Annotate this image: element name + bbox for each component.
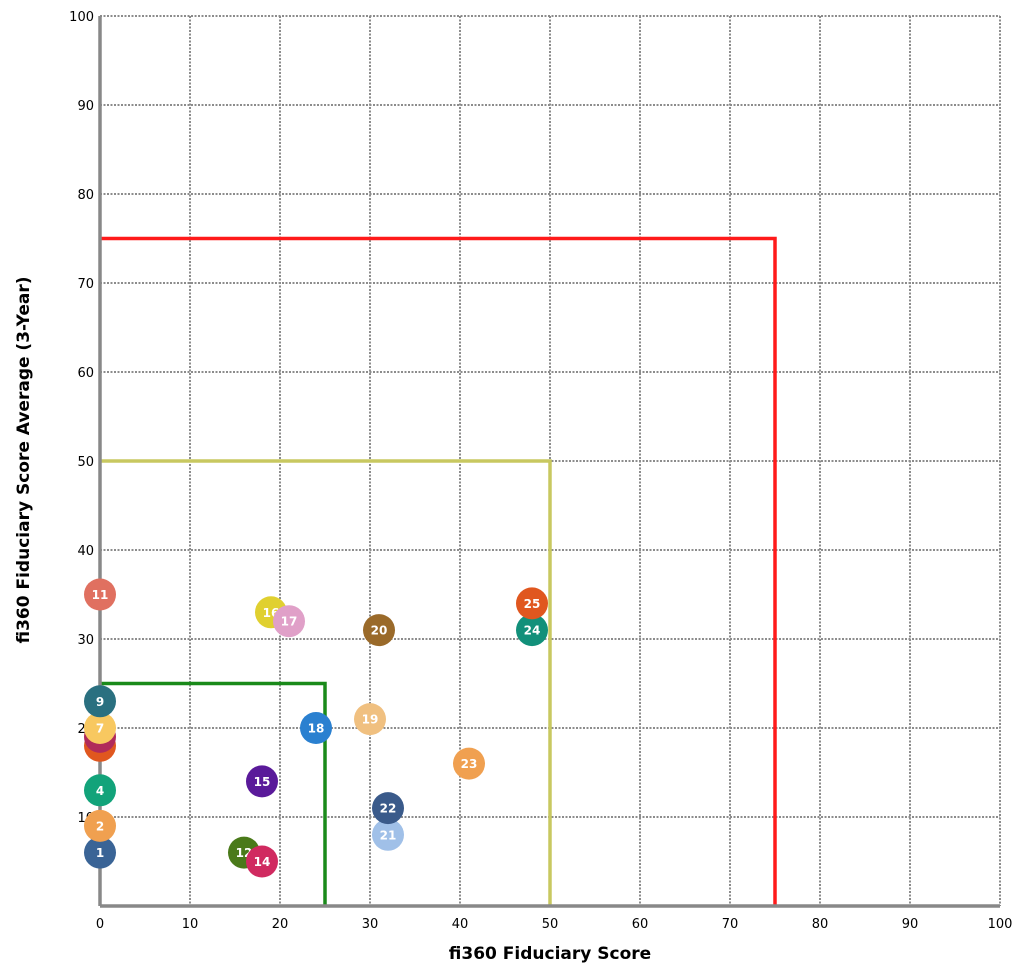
x-axis-title: fi360 Fiduciary Score <box>448 944 652 964</box>
x-tick-label: 70 <box>722 917 739 932</box>
data-point-marker <box>372 818 404 851</box>
x-tick-label: 20 <box>272 917 289 932</box>
data-point-label: 4 <box>96 784 104 798</box>
y-axis-title: fi360 Fiduciary Score Average (3-Year) <box>14 276 34 644</box>
x-tick-label: 80 <box>812 917 829 932</box>
data-point-7[interactable]: 7 <box>84 712 116 744</box>
data-point-label: 20 <box>371 624 388 638</box>
data-point-19[interactable]: 19 <box>354 703 386 736</box>
data-point-11[interactable]: 11 <box>84 578 116 611</box>
data-point-label: 2 <box>96 819 104 833</box>
data-point-label: 11 <box>92 588 109 602</box>
data-point-9[interactable]: 9 <box>84 685 116 718</box>
threshold-box-50 <box>100 459 552 906</box>
data-point-21[interactable]: 21 <box>372 818 404 851</box>
threshold-box-25 <box>100 681 327 906</box>
data-point-label: 17 <box>281 615 298 629</box>
y-tick-label: 50 <box>77 455 94 470</box>
x-tick-label: 90 <box>902 917 919 932</box>
data-point-22[interactable]: 22 <box>372 792 404 825</box>
data-point-marker <box>84 809 116 842</box>
y-tick-label: 30 <box>77 633 94 648</box>
data-point-marker <box>300 712 332 744</box>
data-point-1[interactable]: 1 <box>84 836 116 869</box>
x-tick-label: 100 <box>988 917 1013 932</box>
x-tick-label: 0 <box>96 917 104 932</box>
data-point-label: 18 <box>308 722 325 736</box>
threshold-box-75 <box>100 236 777 906</box>
data-point-label: 14 <box>254 855 271 869</box>
x-tick-label: 40 <box>452 917 469 932</box>
data-point-marker <box>273 605 305 638</box>
data-point-marker <box>363 614 395 647</box>
data-point-marker <box>246 765 278 798</box>
y-tick-label: 70 <box>77 277 94 292</box>
data-point-17[interactable]: 17 <box>273 605 305 638</box>
data-point-marker <box>84 712 116 744</box>
y-tick-label: 90 <box>77 99 94 114</box>
data-point-label: 19 <box>362 713 379 727</box>
data-point-20[interactable]: 20 <box>363 614 395 647</box>
data-point-14[interactable]: 14 <box>246 845 278 878</box>
data-point-marker <box>84 774 116 807</box>
x-tick-label: 10 <box>182 917 199 932</box>
x-tick-label: 60 <box>632 917 649 932</box>
tick-labels: 0102030405060708090100102030405060708090… <box>69 10 1012 932</box>
data-point-marker <box>516 614 548 647</box>
data-point-24[interactable]: 24 <box>516 614 548 647</box>
data-point-label: 23 <box>461 757 478 771</box>
data-point-23[interactable]: 23 <box>453 747 485 780</box>
data-point-2[interactable]: 2 <box>84 809 116 842</box>
data-point-marker <box>372 792 404 825</box>
x-tick-label: 30 <box>362 917 379 932</box>
data-point-label: 21 <box>380 828 397 842</box>
data-point-label: 7 <box>96 722 104 736</box>
y-tick-label: 60 <box>77 366 94 381</box>
y-tick-label: 40 <box>77 544 94 559</box>
data-point-label: 22 <box>380 802 397 816</box>
data-points: 12456791112141516171819202122232425 <box>84 578 548 878</box>
y-tick-label: 80 <box>77 188 94 203</box>
data-point-marker <box>84 578 116 611</box>
x-tick-label: 50 <box>542 917 559 932</box>
data-point-4[interactable]: 4 <box>84 774 116 807</box>
data-point-marker <box>84 685 116 718</box>
data-point-25[interactable]: 25 <box>516 587 548 620</box>
data-point-label: 9 <box>96 695 104 709</box>
threshold-boxes <box>100 236 777 906</box>
data-point-marker <box>354 703 386 736</box>
data-point-label: 15 <box>254 775 271 789</box>
data-point-marker <box>453 747 485 780</box>
data-point-marker <box>516 587 548 620</box>
data-point-15[interactable]: 15 <box>246 765 278 798</box>
data-point-marker <box>246 845 278 878</box>
y-tick-label: 100 <box>69 10 94 25</box>
data-point-label: 25 <box>524 597 541 611</box>
data-point-marker <box>84 836 116 869</box>
data-point-18[interactable]: 18 <box>300 712 332 744</box>
data-point-label: 1 <box>96 846 104 860</box>
data-point-label: 24 <box>524 624 541 638</box>
